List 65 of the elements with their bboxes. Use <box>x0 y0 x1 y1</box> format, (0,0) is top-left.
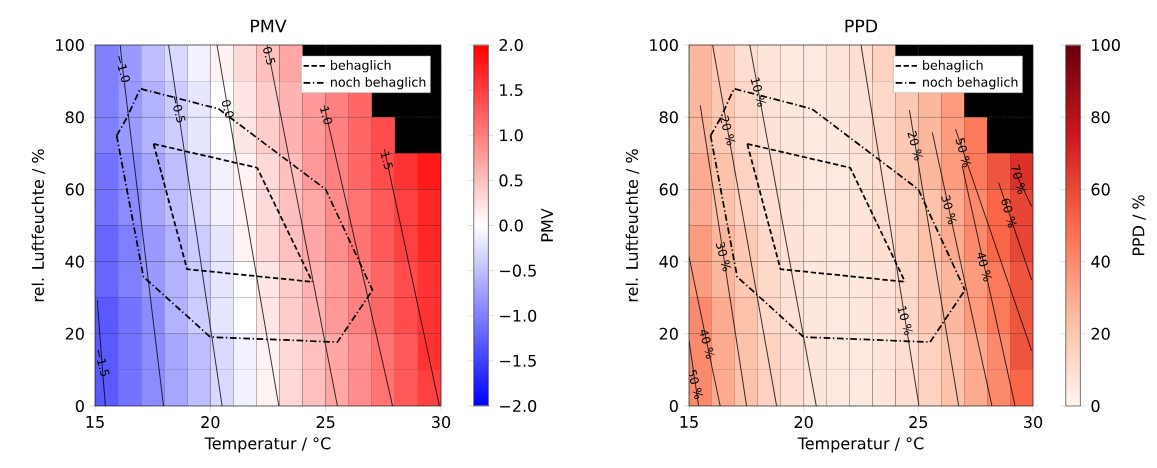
annotation: 30 % <box>715 241 732 272</box>
color-bar-label: 80 <box>1091 111 1110 124</box>
x-axis-title: Temperatur / °C <box>797 437 924 453</box>
chart-title: PPD <box>845 19 878 33</box>
y-tick-label: 20 <box>65 327 84 340</box>
annotation: 0.0 <box>221 100 234 118</box>
legend-label: behaglich <box>331 60 391 73</box>
color-bar-label: −1.0 <box>500 309 537 322</box>
annotation: 40 % <box>700 330 715 359</box>
x-tick-label: 30 <box>1024 416 1043 429</box>
color-bar-label: 100 <box>1092 38 1120 52</box>
color-bar-title: PMV <box>541 208 553 242</box>
color-bar-label: 2.0 <box>499 38 523 52</box>
color-bar-label: 60 <box>1091 183 1110 196</box>
y-axis-title: rel. Luftfeuchte / % <box>31 149 46 302</box>
annotation: 40 % <box>977 252 993 282</box>
color-bar-label: 1.0 <box>500 129 523 142</box>
x-tick-label: 25 <box>909 416 928 429</box>
annotation: 1.5 <box>380 151 394 170</box>
annotation: 10 % <box>897 305 913 336</box>
y-tick-label: 80 <box>65 111 84 124</box>
y-tick-label: 100 <box>56 38 84 52</box>
annotation: −1.5 <box>96 349 110 377</box>
x-tick-label: 15 <box>86 416 104 428</box>
annotation: 70 % <box>1010 164 1027 195</box>
annotation: 0.5 <box>263 47 276 65</box>
annotation: −1.0 <box>117 55 130 83</box>
annotation: 20 % <box>719 115 736 146</box>
annotation: 50 % <box>955 137 972 168</box>
annotation: 60 % <box>1001 198 1017 228</box>
y-tick-label: 40 <box>65 255 84 268</box>
y-axis-title: rel. Luftfeuchte / % <box>625 149 640 302</box>
color-bar-label: −0.5 <box>500 264 536 277</box>
x-tick-label: 20 <box>794 416 813 429</box>
color-bar-title: PPD / % <box>1132 195 1146 256</box>
y-tick-label: 60 <box>65 183 84 196</box>
color-bar-label: 0 <box>1091 399 1100 413</box>
x-tick-label: 25 <box>316 416 335 429</box>
annotation: −0.5 <box>173 96 186 123</box>
y-tick-label: 0 <box>75 399 84 413</box>
y-tick-label: 100 <box>650 38 678 52</box>
color-bar-label: 0.0 <box>499 219 523 232</box>
color-bar-label: 1.5 <box>500 84 523 97</box>
color-bar-label: −2.0 <box>500 399 537 413</box>
y-tick-label: 0 <box>669 399 678 413</box>
y-tick-label: 60 <box>659 183 678 196</box>
color-bar-label: 20 <box>1091 327 1110 340</box>
y-tick-label: 80 <box>659 111 678 124</box>
color-bar-label: −1.5 <box>500 354 536 367</box>
legend-label: noch behaglich <box>331 77 426 90</box>
annotation: 10 % <box>750 77 767 107</box>
x-axis-title: Temperatur / °C <box>204 437 331 453</box>
color-bar-label: 40 <box>1091 255 1110 268</box>
y-tick-label: 40 <box>659 255 678 268</box>
x-tick-label: 30 <box>432 416 451 429</box>
y-tick-label: 20 <box>659 327 678 340</box>
annotation: 20 % <box>907 130 924 161</box>
color-bar-label: 0.5 <box>499 174 523 187</box>
legend-label: noch behaglich <box>923 77 1018 90</box>
x-tick-label: 15 <box>680 416 698 428</box>
x-tick-label: 20 <box>201 416 220 429</box>
annotation: 30 % <box>941 194 957 225</box>
legend-label: behaglich <box>923 60 983 73</box>
chart-title: PMV <box>251 19 287 33</box>
annotation: 1.0 <box>320 106 333 125</box>
